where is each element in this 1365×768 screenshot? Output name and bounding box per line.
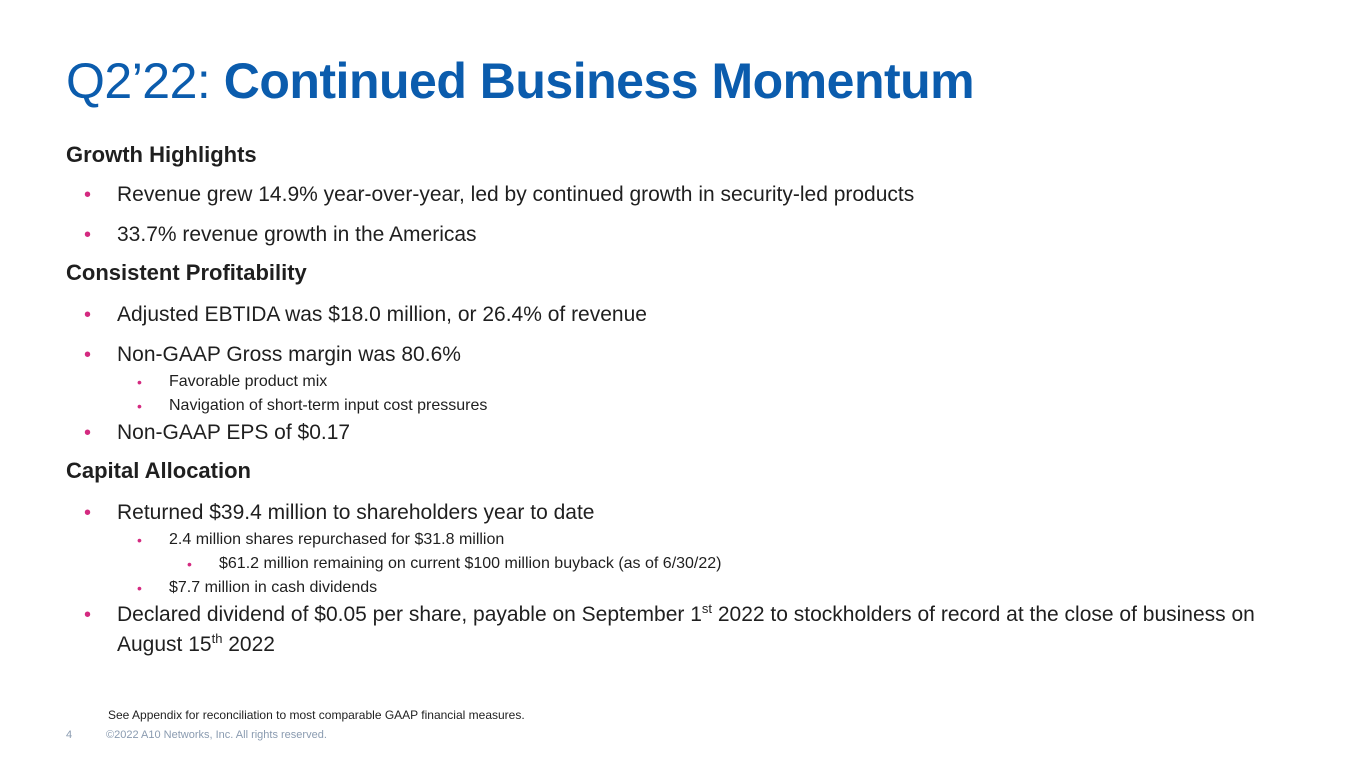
slide-title-prefix: Q2’22:	[66, 53, 224, 109]
bullet-returned-capital: Returned $39.4 million to shareholders y…	[66, 498, 1316, 528]
bullet-declared-dividend: Declared dividend of $0.05 per share, pa…	[66, 600, 1316, 660]
slide-title: Q2’22: Continued Business Momentum	[66, 50, 975, 112]
bullet-eps: Non-GAAP EPS of $0.17	[66, 418, 1316, 448]
section-heading-growth: Growth Highlights	[66, 142, 257, 167]
bullet-americas-growth: 33.7% revenue growth in the Americas	[66, 220, 1316, 250]
bullet-adjusted-ebitda: Adjusted EBTIDA was $18.0 million, or 26…	[66, 300, 1316, 330]
page-number: 4	[66, 729, 73, 741]
bullet-revenue-growth: Revenue grew 14.9% year-over-year, led b…	[66, 180, 1316, 210]
sub-bullet-product-mix: Favorable product mix	[66, 370, 1316, 394]
dividend-sup-1: st	[701, 601, 713, 616]
slide-body: Growth Highlights Revenue grew 14.9% yea…	[66, 140, 1316, 660]
footnote: See Appendix for reconciliation to most …	[108, 708, 525, 722]
bullet-gross-margin: Non-GAAP Gross margin was 80.6%	[66, 340, 1316, 370]
copyright: ©2022 A10 Networks, Inc. All rights rese…	[106, 729, 327, 741]
section-heading-capital: Capital Allocation	[66, 458, 251, 483]
sub-bullet-cost-pressures: Navigation of short-term input cost pres…	[66, 394, 1316, 418]
dividend-sup-2: th	[211, 631, 223, 646]
section-heading-profitability: Consistent Profitability	[66, 260, 307, 285]
sub-bullet-share-repurchase: 2.4 million shares repurchased for $31.8…	[66, 528, 1316, 552]
dividend-text-1: Declared dividend of $0.05 per share, pa…	[117, 603, 702, 626]
dividend-text-3: 2022	[222, 633, 275, 656]
slide-title-main: Continued Business Momentum	[223, 53, 975, 109]
sub-sub-bullet-buyback-remaining: $61.2 million remaining on current $100 …	[66, 552, 1316, 576]
dividend-text-2: 2022 to stockholders of record at the cl…	[117, 603, 1255, 656]
sub-bullet-cash-dividends: $7.7 million in cash dividends	[66, 576, 1316, 600]
